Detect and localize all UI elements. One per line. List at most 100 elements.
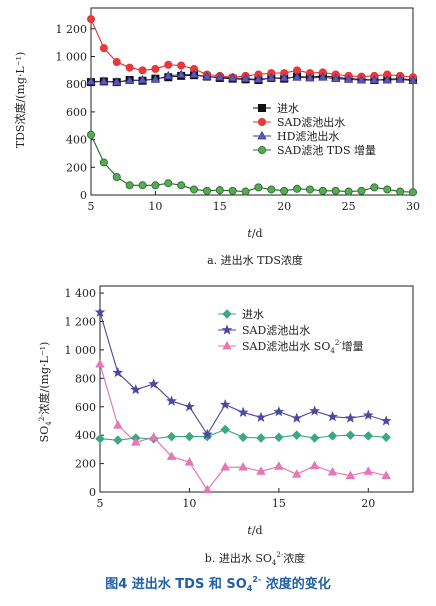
series-2-point	[369, 75, 380, 84]
series-3-point	[280, 186, 289, 195]
series-1-point	[184, 401, 195, 412]
series-1-point	[273, 406, 285, 417]
series-0-point	[184, 431, 195, 442]
y-tick-label: 1 000	[56, 50, 88, 63]
series-2-point	[382, 75, 392, 84]
series-2-point	[113, 420, 123, 429]
series-1-point	[151, 64, 160, 73]
series-3-point	[190, 185, 199, 194]
y-tick-label: 800	[66, 78, 87, 91]
series-2-point	[343, 74, 354, 83]
y-tick-label: 0	[89, 486, 96, 499]
chart-b-legend: 进水 SAD滤池出水 SAD滤池出水 SO42-增量	[218, 308, 364, 355]
y-tick-label: 600	[66, 106, 87, 119]
legend-label: SAD滤池 TDS 增量	[277, 143, 376, 157]
series-2-line	[99, 363, 387, 491]
chart-b-subcaption-prefix: b. 进出水 SO	[205, 551, 272, 565]
series-2-point	[166, 451, 177, 460]
series-1-point	[291, 412, 303, 423]
series-1-point	[345, 412, 356, 423]
series-2-point	[215, 72, 225, 81]
y-tick-label: 200	[75, 458, 96, 471]
y-tick-label: 0	[80, 189, 87, 202]
series-2-point	[309, 460, 320, 470]
chart-a-series-lines	[90, 18, 414, 193]
legend-label-sup: 2-	[335, 339, 342, 347]
legend-label: 进水	[242, 308, 264, 321]
series-0-point	[166, 431, 177, 442]
y-tick-label: 1 400	[65, 287, 97, 300]
series-2-point	[124, 75, 135, 85]
chart-b-series-markers	[94, 306, 392, 494]
chart-a-series-markers	[86, 15, 418, 197]
y-tick-label: 1 200	[56, 23, 88, 36]
series-3-point	[87, 130, 96, 139]
series-0-point	[291, 430, 302, 440]
figure-caption: 图4 进出水 TDS 和 SO42- 浓度的变化	[105, 575, 331, 593]
series-1-point	[112, 367, 124, 378]
series-2-point	[99, 76, 109, 85]
series-2-point	[279, 72, 289, 82]
x-tick-label: 20	[361, 497, 375, 510]
series-3-point	[357, 186, 366, 195]
series-2-point	[327, 467, 338, 476]
series-2-point	[112, 77, 122, 86]
series-2-point	[253, 74, 264, 83]
series-3-point	[241, 187, 250, 196]
y-tick-label: 400	[66, 134, 87, 147]
chart-a-tds: TDS浓度/(mg·L⁻¹) 0 200 400 600 800 1 000 1 200 5 1…	[13, 7, 420, 267]
legend-marker	[257, 118, 266, 127]
chart-b-axes: 0 200 400 600 800 1 000 1 200 1 400 5 10 15 20	[65, 285, 414, 510]
chart-b-subcaption-sub: 4	[272, 559, 277, 567]
series-2-point	[408, 75, 418, 85]
y-tick-label: 1 200	[65, 316, 97, 329]
legend-label: 进水	[277, 102, 299, 115]
series-3-point	[112, 172, 121, 181]
series-3-point	[331, 186, 340, 195]
plot-frame	[90, 7, 414, 196]
y-tick-label: 400	[75, 429, 96, 442]
series-1-point	[166, 395, 177, 406]
series-1-point	[87, 15, 96, 24]
series-1-point	[309, 405, 321, 416]
series-3-point	[344, 187, 353, 196]
series-0-point	[309, 433, 320, 443]
chart-b-ylabel-sub: 4	[45, 421, 53, 426]
legend-label-sub: 4	[330, 347, 335, 355]
series-1-point	[94, 306, 106, 317]
series-2-point	[292, 469, 302, 478]
series-2-point	[202, 71, 212, 80]
x-tick-label: 5	[88, 200, 95, 213]
series-0-point	[113, 435, 123, 445]
series-3-point	[383, 185, 392, 194]
series-2-point	[189, 69, 199, 78]
series-1-point	[380, 415, 392, 426]
legend-label: SAD滤池出水	[242, 323, 310, 337]
legend-label-prefix: SAD滤池出水 SO	[242, 339, 330, 353]
series-2-point	[256, 466, 266, 475]
series-2-point	[238, 462, 248, 471]
series-2-point	[131, 437, 141, 446]
series-1-point	[164, 60, 173, 69]
series-0-point	[220, 424, 230, 435]
series-3-point	[293, 184, 302, 193]
series-1-point	[130, 384, 142, 395]
series-2-point	[331, 73, 341, 82]
series-0-point	[327, 431, 338, 441]
series-2-point	[176, 69, 186, 78]
series-3-point	[138, 181, 147, 190]
chart-b-ylabel-prefix: SO	[38, 426, 51, 443]
legend-marker	[257, 104, 266, 113]
series-3-point	[202, 186, 211, 195]
legend-label: SAD滤池出水	[277, 115, 345, 129]
series-3-point	[254, 183, 263, 192]
legend-marker	[222, 340, 232, 350]
series-2-point	[137, 75, 148, 84]
chart-b-xlabel-unit: /d	[252, 524, 263, 537]
figure-caption-suffix: 浓度的变化	[261, 576, 331, 592]
series-1-point	[99, 44, 108, 53]
figure-caption-sub: 4	[247, 584, 253, 593]
